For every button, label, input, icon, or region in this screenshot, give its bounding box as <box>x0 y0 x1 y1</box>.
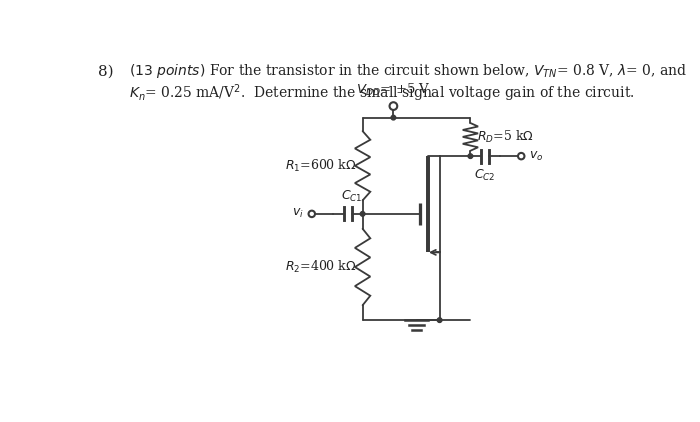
Text: $R_1$=600 k$\Omega$: $R_1$=600 k$\Omega$ <box>285 158 356 174</box>
Text: $R_D$=5 k$\Omega$: $R_D$=5 k$\Omega$ <box>477 129 533 145</box>
Text: 8): 8) <box>99 65 114 78</box>
Text: $\it{(13\ points)}$ For the transistor in the circuit shown below, $V_{TN}$= 0.8: $\it{(13\ points)}$ For the transistor i… <box>130 62 687 81</box>
Text: $C_{C2}$: $C_{C2}$ <box>475 168 496 183</box>
Circle shape <box>391 115 395 120</box>
Text: $C_{C1}$: $C_{C1}$ <box>341 189 363 204</box>
Text: $K_n$= 0.25 mA/V$^2$.  Determine the small-signal voltage gain of the circuit.: $K_n$= 0.25 mA/V$^2$. Determine the smal… <box>130 82 635 104</box>
Text: $v_i$: $v_i$ <box>293 207 304 220</box>
Text: $R_2$=400 k$\Omega$: $R_2$=400 k$\Omega$ <box>285 259 356 275</box>
Circle shape <box>438 318 442 322</box>
Text: $v_o$: $v_o$ <box>529 149 543 162</box>
Circle shape <box>360 211 365 216</box>
Text: $V_{DD}$= +5 V: $V_{DD}$= +5 V <box>356 82 430 98</box>
Circle shape <box>468 154 472 158</box>
